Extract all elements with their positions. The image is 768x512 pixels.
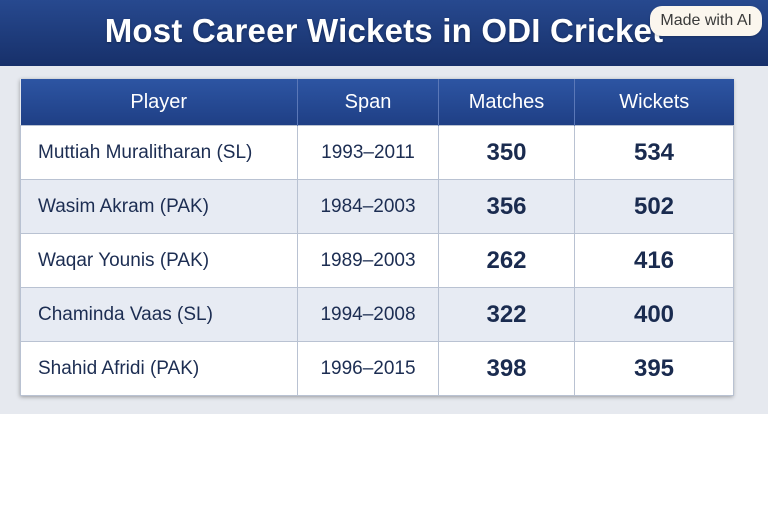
player-cell: Shahid Afridi (PAK) <box>20 341 298 396</box>
span-cell: 1989–2003 <box>297 233 439 288</box>
table-header-row: Player Span Matches Wickets <box>20 79 734 126</box>
table-row: Waqar Younis (PAK) 1989–2003 262 416 <box>20 233 734 288</box>
matches-cell: 322 <box>438 287 575 342</box>
table-row: Muttiah Muralitharan (SL) 1993–2011 350 … <box>20 125 734 180</box>
wickets-cell: 400 <box>574 287 734 342</box>
made-with-ai-badge: Made with AI <box>650 6 762 36</box>
wickets-cell: 502 <box>574 179 734 234</box>
wickets-table-container: Player Span Matches Wickets Muttiah Mura… <box>20 79 734 396</box>
column-header-span: Span <box>297 79 439 126</box>
table-row: Wasim Akram (PAK) 1984–2003 356 502 <box>20 179 734 234</box>
matches-cell: 398 <box>438 341 575 396</box>
span-cell: 1994–2008 <box>297 287 439 342</box>
wickets-cell: 395 <box>574 341 734 396</box>
player-cell: Waqar Younis (PAK) <box>20 233 298 288</box>
player-cell: Wasim Akram (PAK) <box>20 179 298 234</box>
column-header-wickets: Wickets <box>574 79 734 126</box>
wickets-cell: 416 <box>574 233 734 288</box>
title-banner: Most Career Wickets in ODI Cricket Made … <box>0 0 768 66</box>
page-title: Most Career Wickets in ODI Cricket <box>104 12 664 49</box>
span-cell: 1996–2015 <box>297 341 439 396</box>
column-header-matches: Matches <box>438 79 575 126</box>
matches-cell: 350 <box>438 125 575 180</box>
span-cell: 1984–2003 <box>297 179 439 234</box>
table-row: Chaminda Vaas (SL) 1994–2008 322 400 <box>20 287 734 342</box>
wickets-cell: 534 <box>574 125 734 180</box>
player-cell: Muttiah Muralitharan (SL) <box>20 125 298 180</box>
matches-cell: 262 <box>438 233 575 288</box>
table-row: Shahid Afridi (PAK) 1996–2015 398 395 <box>20 341 734 396</box>
player-cell: Chaminda Vaas (SL) <box>20 287 298 342</box>
span-cell: 1993–2011 <box>297 125 439 180</box>
column-header-player: Player <box>20 79 298 126</box>
wickets-table: Player Span Matches Wickets Muttiah Mura… <box>20 79 734 396</box>
matches-cell: 356 <box>438 179 575 234</box>
